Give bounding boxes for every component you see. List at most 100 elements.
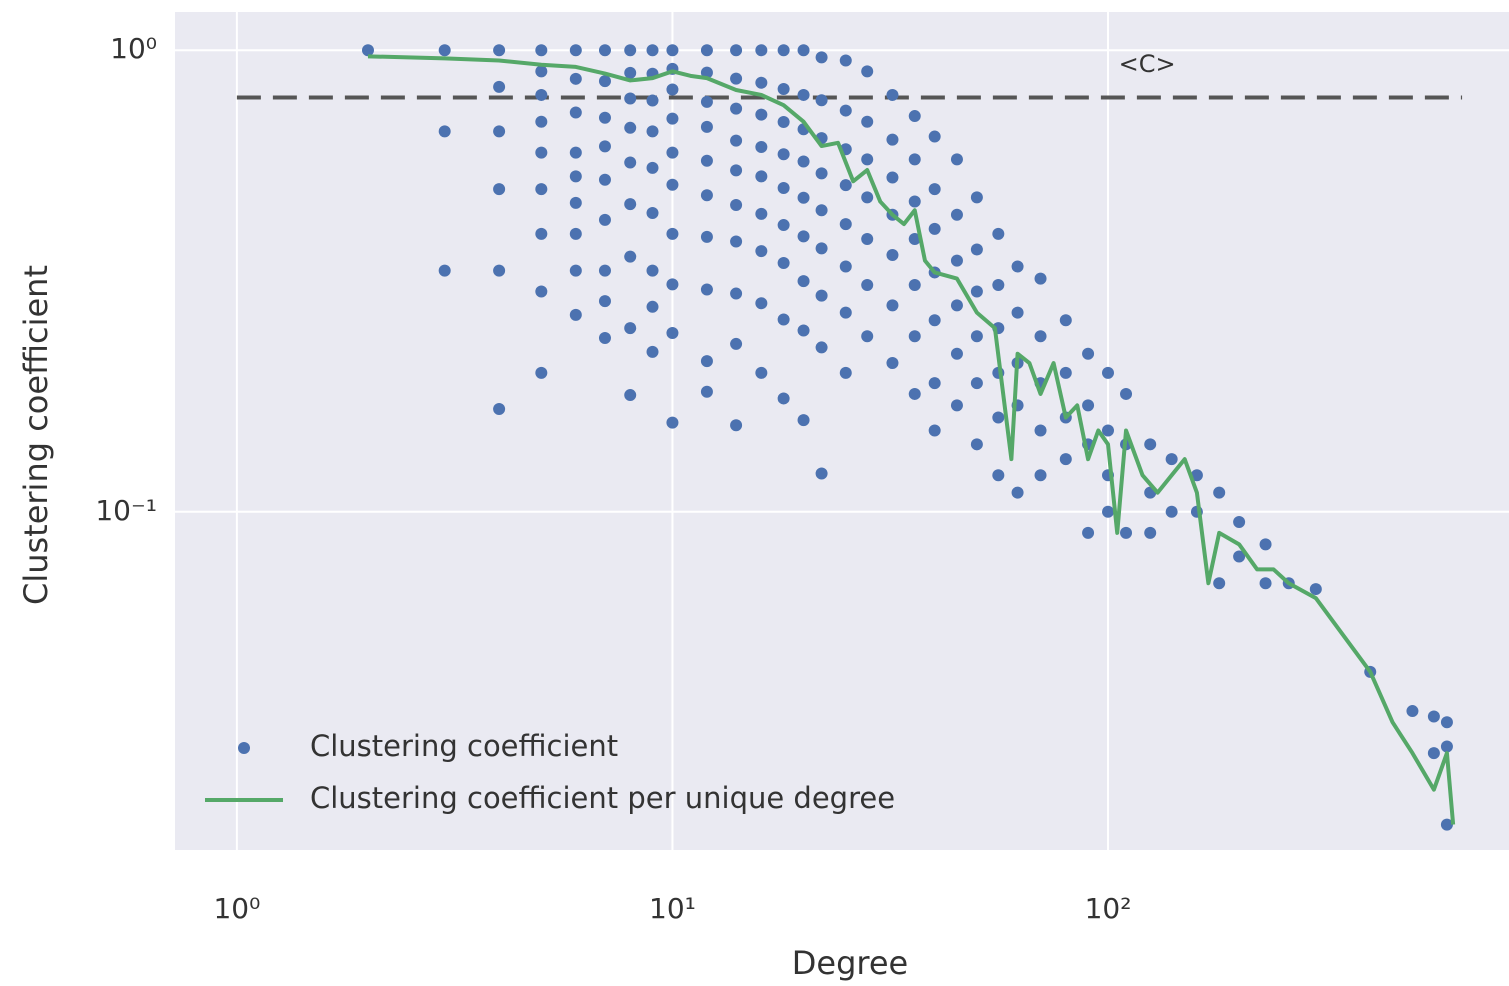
point bbox=[569, 44, 582, 57]
point bbox=[730, 72, 743, 85]
point bbox=[535, 227, 548, 240]
point bbox=[438, 264, 451, 277]
point bbox=[839, 54, 852, 67]
point bbox=[970, 285, 983, 298]
point bbox=[1011, 260, 1024, 273]
point bbox=[908, 153, 921, 166]
point bbox=[777, 256, 790, 269]
point bbox=[1034, 469, 1047, 482]
point bbox=[797, 275, 810, 288]
point bbox=[861, 191, 874, 204]
point bbox=[755, 207, 768, 220]
point bbox=[666, 178, 679, 191]
point bbox=[970, 330, 983, 343]
point bbox=[886, 248, 899, 261]
point bbox=[797, 414, 810, 427]
point bbox=[755, 141, 768, 154]
point bbox=[908, 110, 921, 123]
point bbox=[970, 243, 983, 256]
point bbox=[535, 146, 548, 159]
point bbox=[493, 402, 506, 415]
point bbox=[569, 264, 582, 277]
point bbox=[970, 191, 983, 204]
point bbox=[700, 154, 713, 167]
point bbox=[624, 156, 637, 169]
point bbox=[815, 289, 828, 302]
point bbox=[598, 75, 611, 88]
legend-label: Clustering coefficient bbox=[310, 729, 618, 763]
point bbox=[908, 387, 921, 400]
point bbox=[1011, 486, 1024, 499]
point bbox=[815, 94, 828, 107]
point bbox=[797, 230, 810, 243]
point bbox=[730, 44, 743, 57]
point bbox=[730, 164, 743, 177]
point bbox=[992, 227, 1005, 240]
point bbox=[730, 235, 743, 248]
point bbox=[950, 153, 963, 166]
point bbox=[1102, 366, 1115, 379]
point bbox=[535, 115, 548, 128]
point bbox=[861, 65, 874, 78]
point bbox=[777, 219, 790, 232]
point bbox=[1059, 314, 1072, 327]
point bbox=[569, 106, 582, 119]
point bbox=[624, 121, 637, 134]
point bbox=[928, 183, 941, 196]
point bbox=[1165, 453, 1178, 466]
point bbox=[646, 206, 659, 219]
scatter-points bbox=[361, 44, 1453, 831]
point bbox=[928, 222, 941, 235]
point bbox=[1120, 387, 1133, 400]
point bbox=[886, 88, 899, 101]
point bbox=[950, 208, 963, 221]
point bbox=[730, 419, 743, 432]
point bbox=[908, 195, 921, 208]
point bbox=[928, 424, 941, 437]
point bbox=[777, 83, 790, 96]
point bbox=[992, 469, 1005, 482]
point bbox=[700, 355, 713, 368]
point bbox=[624, 92, 637, 105]
point bbox=[839, 104, 852, 117]
point bbox=[1233, 550, 1246, 563]
point bbox=[970, 438, 983, 451]
point bbox=[666, 44, 679, 57]
point bbox=[730, 287, 743, 300]
point bbox=[839, 366, 852, 379]
point bbox=[950, 399, 963, 412]
point bbox=[730, 102, 743, 115]
point bbox=[569, 308, 582, 321]
point bbox=[777, 181, 790, 194]
point bbox=[493, 264, 506, 277]
point bbox=[700, 95, 713, 108]
point bbox=[1440, 716, 1453, 729]
point bbox=[598, 44, 611, 57]
point bbox=[700, 189, 713, 202]
point bbox=[666, 146, 679, 159]
point bbox=[535, 366, 548, 379]
point bbox=[797, 191, 810, 204]
x-tick-label: 10¹ bbox=[649, 892, 696, 925]
point bbox=[569, 170, 582, 183]
point bbox=[928, 377, 941, 390]
point bbox=[569, 227, 582, 240]
point bbox=[950, 347, 963, 360]
point bbox=[361, 44, 374, 57]
point bbox=[493, 44, 506, 57]
point bbox=[755, 297, 768, 310]
point bbox=[1082, 399, 1095, 412]
line bbox=[367, 54, 1456, 825]
point bbox=[755, 44, 768, 57]
point bbox=[624, 66, 637, 79]
point bbox=[797, 44, 810, 57]
point bbox=[1233, 516, 1246, 529]
point bbox=[646, 161, 659, 174]
point bbox=[700, 283, 713, 296]
point bbox=[815, 167, 828, 180]
legend-marker bbox=[238, 742, 250, 754]
point bbox=[438, 44, 451, 57]
point bbox=[886, 299, 899, 312]
point bbox=[755, 170, 768, 183]
point bbox=[624, 44, 637, 57]
